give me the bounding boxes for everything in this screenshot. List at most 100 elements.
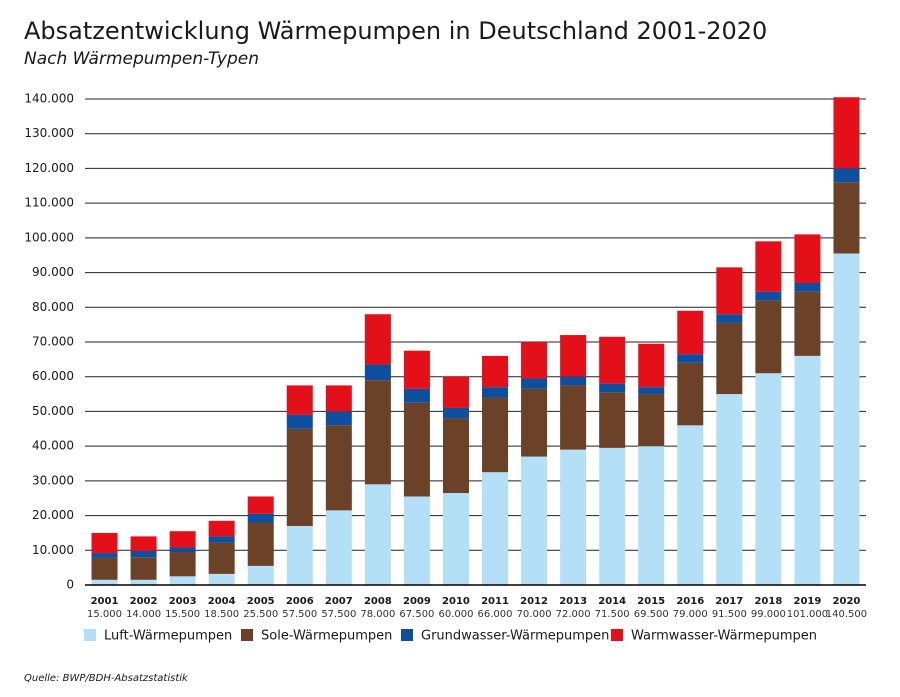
total-label: 101.000 [787, 609, 828, 620]
bar-segment [638, 394, 665, 447]
y-tick-label: 30.000 [32, 473, 74, 487]
bar-segment [560, 335, 587, 377]
bar-segment [364, 484, 391, 585]
x-tick-label: 2015 [637, 596, 665, 607]
x-tick-label: 2001 [91, 596, 119, 607]
bar-segment [247, 565, 274, 585]
bar-segment [286, 385, 313, 415]
bar-segment [247, 513, 274, 523]
legend-swatch [611, 629, 623, 641]
bar-segment [364, 364, 391, 381]
legend-swatch [241, 629, 253, 641]
bar-segment [91, 532, 118, 554]
bar-segment [208, 542, 235, 574]
total-label: 79.000 [673, 609, 708, 620]
bar-segment [677, 425, 704, 585]
bar-segment [286, 414, 313, 429]
x-tick-label: 2007 [325, 596, 353, 607]
x-tick-label: 2020 [833, 596, 861, 607]
x-tick-label: 2003 [169, 596, 197, 607]
bar-segment [169, 552, 196, 577]
bar-segment [364, 380, 391, 485]
y-tick-label: 140.000 [24, 92, 74, 106]
x-tick-label: 2011 [481, 596, 509, 607]
x-tick-label: 2009 [403, 596, 431, 607]
bar-segment [482, 355, 509, 388]
total-label: 99.000 [751, 609, 786, 620]
legend-swatch [401, 629, 413, 641]
legend-label: Warmwasser-Wärmepumpen [631, 629, 817, 644]
bar-segment [208, 520, 235, 537]
bar-segment [521, 456, 548, 585]
bar-segment [286, 428, 313, 526]
y-tick-label: 70.000 [32, 335, 74, 349]
source: Quelle: BWP/BDH-Absatzstatistik [24, 673, 189, 684]
bar-segment [599, 383, 626, 393]
bar-segment [560, 385, 587, 450]
total-label: 57.500 [282, 609, 317, 620]
bar-segment [130, 536, 157, 551]
bar-segment [716, 322, 743, 395]
total-label: 67.500 [399, 609, 434, 620]
total-label: 25.500 [243, 609, 278, 620]
y-tick-label: 20.000 [32, 508, 74, 522]
bar-segment [247, 522, 274, 566]
x-tick-label: 2006 [286, 596, 314, 607]
bar-segment [833, 182, 860, 254]
bar-segment [677, 362, 704, 426]
bar-segment [482, 387, 509, 398]
bar-segment [91, 579, 118, 585]
bar-segment [482, 397, 509, 473]
bar-segment [833, 168, 860, 183]
total-label: 72.000 [556, 609, 591, 620]
bar-segment [833, 253, 860, 585]
bar-segment [716, 394, 743, 585]
bar-segment [716, 314, 743, 323]
bar-segment [364, 314, 391, 365]
bar-segment [442, 407, 469, 419]
total-label: 71.500 [595, 609, 630, 620]
x-tick-label: 2010 [442, 596, 470, 607]
bar-segment [599, 392, 626, 448]
total-label: 14.000 [126, 609, 161, 620]
x-tick-label: 2016 [676, 596, 704, 607]
total-label: 69.500 [634, 609, 669, 620]
bar-segment [169, 531, 196, 548]
x-tick-label: 2017 [715, 596, 743, 607]
chart-title: Absatzentwicklung Wärmepumpen in Deutsch… [24, 17, 767, 45]
bar-segment [599, 336, 626, 384]
bar-segment [208, 573, 235, 585]
bar-segment [130, 557, 157, 580]
legend-label: Grundwasser-Wärmepumpen [421, 629, 609, 644]
y-tick-label: 100.000 [24, 230, 74, 244]
y-tick-label: 0 [66, 578, 74, 592]
legend-label: Sole-Wärmepumpen [261, 629, 392, 644]
x-tick-label: 2012 [520, 596, 548, 607]
bar-segment [208, 536, 235, 543]
bar-segment [716, 267, 743, 315]
bar-segment [325, 385, 352, 412]
bar-segment [130, 550, 157, 558]
x-tick-label: 2018 [754, 596, 782, 607]
bar-segment [482, 472, 509, 585]
x-tick-label: 2008 [364, 596, 392, 607]
bar-segment [560, 449, 587, 585]
bar-segment [130, 579, 157, 585]
x-tick-label: 2004 [208, 596, 236, 607]
bar-segment [91, 553, 118, 558]
bar-segment [794, 291, 821, 356]
total-label: 18.500 [204, 609, 239, 620]
bar-segment [833, 97, 860, 169]
bar-segment [599, 447, 626, 585]
bar-segment [286, 525, 313, 585]
bar-segment [755, 300, 782, 374]
x-tick-label: 2005 [247, 596, 275, 607]
bar-segment [638, 343, 665, 388]
bar-segment [794, 282, 821, 292]
legend-swatch [84, 629, 96, 641]
x-tick-label: 2019 [794, 596, 822, 607]
bar-segment [794, 234, 821, 283]
y-tick-label: 40.000 [32, 439, 74, 453]
bar-segment [403, 350, 430, 389]
bar-segment [521, 378, 548, 389]
